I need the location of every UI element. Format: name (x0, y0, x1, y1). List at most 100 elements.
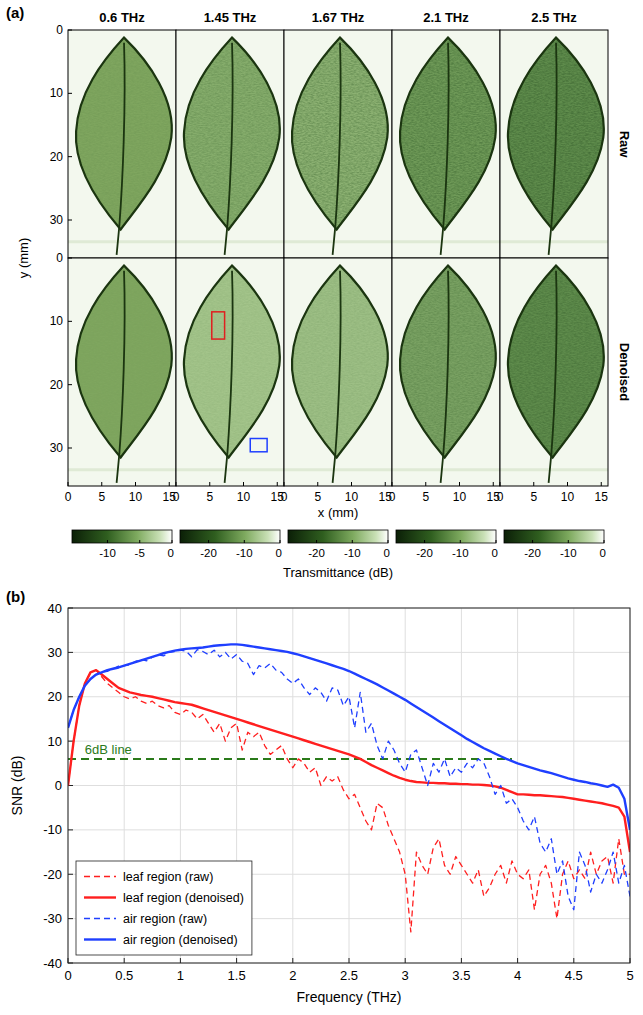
series-line (68, 670, 630, 852)
legend-swatch (84, 876, 116, 877)
tick (601, 482, 602, 486)
legend-box (76, 861, 252, 955)
tick-label: -40 (43, 956, 62, 971)
image-background (68, 30, 176, 258)
tick (284, 482, 285, 486)
leaf-noise (284, 30, 392, 258)
tick-label: 5 (626, 968, 633, 983)
tick (101, 482, 102, 486)
tick-label: 5 (530, 490, 537, 504)
legend-swatch (84, 938, 116, 940)
column-title: 1.45 THz (204, 10, 257, 25)
axis-title: y (mm) (16, 238, 31, 278)
tick (405, 958, 406, 963)
tick (236, 958, 237, 963)
tick-label: 10 (48, 734, 62, 749)
grid-line (68, 785, 630, 786)
tick (425, 482, 426, 486)
leaf-midrib (333, 43, 341, 255)
tick-label: 10 (453, 490, 467, 504)
tick (176, 482, 177, 486)
tick-label: 1.5 (228, 968, 246, 983)
tick-label: 20 (48, 689, 62, 704)
colorbar-tick (244, 540, 245, 543)
tick (68, 829, 73, 830)
image-frame (68, 30, 176, 258)
grid-line (68, 741, 630, 742)
leaf-noise (176, 30, 284, 258)
leaf-noise (500, 258, 608, 486)
tick-label: 0 (56, 251, 63, 265)
image-panel (500, 30, 608, 258)
leaf-noise (392, 258, 500, 486)
tick-label: 5 (98, 490, 105, 504)
region-box (212, 312, 225, 339)
colorbar-tick (388, 540, 389, 543)
legend-label: leaf region (raw) (123, 870, 213, 884)
leaf-midrib (333, 271, 341, 483)
leaf-midrib (225, 43, 233, 255)
legend-label: leaf region (denoised) (123, 891, 244, 905)
colorbar-tick-label: -10 (452, 547, 469, 559)
tick-label: 30 (50, 441, 64, 455)
tick (277, 482, 278, 486)
tick (180, 958, 181, 963)
legend: leaf region (raw) leaf region (denoised) a… (76, 861, 252, 955)
image-panel (392, 30, 500, 258)
tick (68, 741, 73, 742)
tick (461, 958, 462, 963)
holder-stripe (68, 240, 176, 243)
colorbar-tick (208, 540, 209, 543)
column-title: 1.67 THz (312, 10, 365, 25)
image-frame (176, 258, 284, 486)
row-title: Raw (617, 131, 632, 159)
colorbar-tick-label: -20 (200, 547, 217, 559)
tick-label: -20 (43, 867, 62, 882)
grid-line (68, 829, 630, 830)
image-panel (284, 30, 392, 258)
image-background (500, 30, 608, 258)
tick (351, 482, 352, 486)
image-background (176, 258, 284, 486)
image-background (392, 30, 500, 258)
holder-stripe (176, 240, 284, 243)
image-frame (284, 30, 392, 258)
image-background (392, 258, 500, 486)
leaf-midrib (441, 43, 449, 255)
colorbar-tick-label: -20 (524, 547, 541, 559)
image-panel (500, 258, 608, 486)
tick-label: 0 (497, 490, 504, 504)
tick-label: 0 (389, 490, 396, 504)
colorbar-tick-label: -10 (344, 547, 361, 559)
tick (124, 958, 125, 963)
tick-label: 3.5 (452, 968, 470, 983)
axis-title: x (mm) (318, 505, 358, 520)
colorbar-tick-label: -20 (308, 547, 325, 559)
tick-label: 10 (561, 490, 575, 504)
colorbar (396, 530, 496, 543)
image-frame (500, 258, 608, 486)
image-panel (68, 30, 176, 258)
tick (459, 482, 460, 486)
tick (68, 384, 72, 385)
grid-line (68, 652, 630, 653)
colorbar-tick-label: 0 (384, 547, 390, 559)
row-title: Denoised (617, 343, 632, 402)
colorbar-title: Transmittance (dB) (283, 565, 393, 580)
tick-label: 5 (314, 490, 321, 504)
legend-label: air region (raw) (123, 912, 207, 926)
tick-label: 20 (50, 150, 64, 164)
colorbar-tick (532, 540, 533, 543)
leaf-midrib (549, 43, 557, 255)
tick-label: 10 (50, 86, 64, 100)
colorbar-tick (352, 540, 353, 543)
leaf-midrib (225, 271, 233, 483)
plot-frame (68, 608, 630, 963)
tick-label: 2.5 (340, 968, 358, 983)
image-background (68, 258, 176, 486)
holder-stripe (500, 468, 608, 471)
tick (209, 482, 210, 486)
colorbar-tick (107, 540, 108, 543)
holder-stripe (500, 240, 608, 243)
colorbar-tick-label: 0 (276, 547, 282, 559)
